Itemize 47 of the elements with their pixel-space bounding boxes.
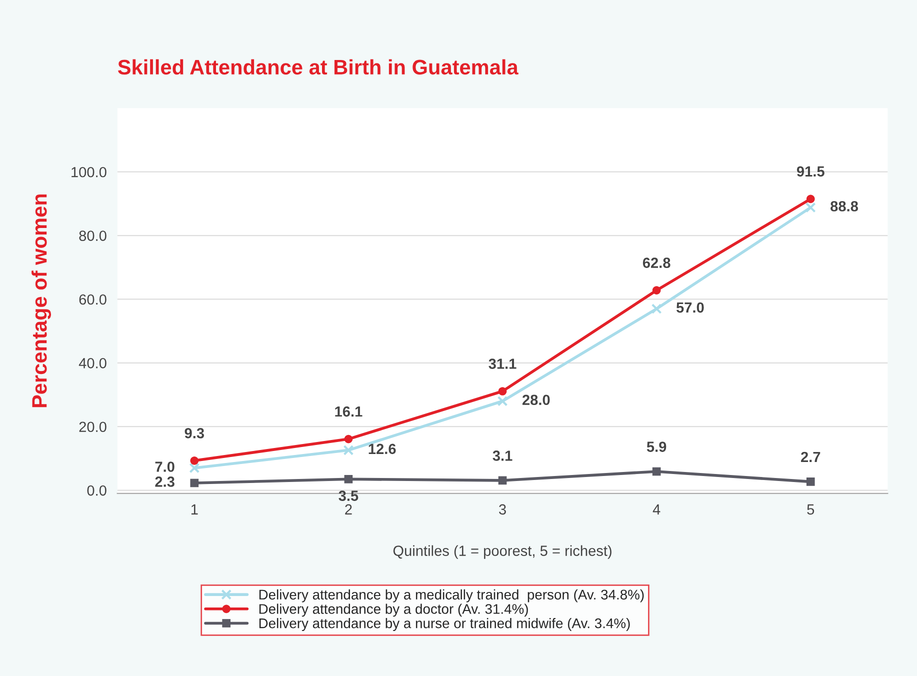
- point: [805, 202, 816, 213]
- point: [189, 462, 200, 474]
- point: [190, 456, 199, 465]
- y-tick-label: 40.0: [78, 358, 106, 368]
- data-label: 2.3: [155, 476, 174, 487]
- data-label: 88.8: [830, 201, 858, 212]
- x-tick-label: 2: [345, 504, 352, 514]
- x-tick-label: 1: [191, 504, 198, 514]
- point: [497, 396, 508, 406]
- data-label: 57.0: [676, 302, 704, 313]
- y-tick-label: 60.0: [79, 294, 106, 305]
- point: [344, 434, 353, 444]
- y-tick-label: 100.0: [72, 166, 106, 178]
- legend-label: Delivery attendance by a doctor (Av. 31.4%): [259, 604, 528, 617]
- point: [652, 467, 661, 476]
- chart-title: Skilled Attendance at Birth in Guatemala: [118, 59, 518, 75]
- point: [343, 444, 354, 456]
- data-label: 91.5: [796, 166, 824, 177]
- data-label: 3.1: [492, 450, 512, 461]
- legend-label: Delivery attendance by a medically trained person (Av. 34.8%): [259, 589, 644, 602]
- y-tick-label: 80.0: [79, 230, 106, 241]
- data-label: 28.0: [522, 394, 550, 406]
- point: [806, 194, 815, 204]
- data-label: 12.6: [368, 444, 396, 454]
- data-label: 2.7: [801, 452, 820, 462]
- point: [190, 478, 199, 488]
- x-tick-label: 3: [499, 504, 506, 515]
- y-tick-label: 20.0: [79, 422, 106, 432]
- point: [651, 304, 662, 314]
- x-tick-label: 4: [652, 504, 660, 514]
- data-label: 31.1: [488, 358, 516, 369]
- point: [498, 387, 507, 396]
- point: [498, 476, 507, 485]
- x-tick-label: 5: [807, 504, 814, 515]
- legend-label: Delivery attendance by a nurse or trained midwife (Av. 3.4%): [259, 618, 630, 631]
- data-label: 7.0: [155, 462, 174, 472]
- point: [806, 478, 815, 486]
- y-axis-title: Percentage of women: [32, 194, 52, 408]
- data-label: 16.1: [335, 406, 362, 417]
- data-label: 3.5: [338, 490, 358, 501]
- x-axis-title: Quintiles (1 = poorest, 5 = richest): [393, 545, 612, 559]
- data-label: 9.3: [184, 428, 204, 438]
- data-label: 5.9: [646, 442, 666, 452]
- data-label: 62.8: [642, 258, 670, 268]
- point: [344, 474, 353, 484]
- y-tick-label: 0.0: [87, 485, 106, 496]
- point: [652, 286, 661, 294]
